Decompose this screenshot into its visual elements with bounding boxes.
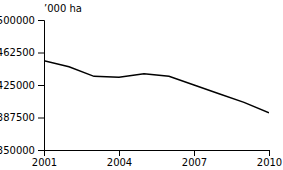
y-tick: 387500 <box>0 112 44 123</box>
y-tick: 462500 <box>0 47 44 58</box>
plot-area <box>44 61 269 113</box>
y-axis: 350000 387500 425000 462500 500000 <box>0 15 45 156</box>
x-tick-label: 2004 <box>107 157 132 168</box>
x-axis-line <box>45 151 270 157</box>
y-tick-label: 500000 <box>0 15 35 26</box>
x-tick-mark <box>194 150 195 156</box>
y-axis-line <box>38 21 45 151</box>
x-tick-mark <box>269 150 270 156</box>
x-tick-label: 2010 <box>257 157 282 168</box>
y-tick-mark <box>38 150 44 151</box>
y-tick-label: 462500 <box>0 47 35 58</box>
x-tick: 2007 <box>182 150 207 168</box>
x-tick-mark <box>119 150 120 156</box>
y-label: ’000 ha <box>44 3 82 14</box>
y-tick-mark <box>38 118 44 119</box>
y-tick-mark <box>38 53 44 54</box>
x-axis: 2001 2004 2007 2010 <box>32 150 282 168</box>
y-tick: 425000 <box>0 80 44 91</box>
x-tick: 2001 <box>32 150 57 168</box>
y-tick-mark <box>38 85 44 86</box>
y-tick-label: 425000 <box>0 80 35 91</box>
y-tick: 350000 <box>0 145 44 156</box>
y-tick: 500000 <box>0 15 44 26</box>
chart: 2001 2004 2007 2010 350000 387500 425000 462500… <box>0 0 283 170</box>
y-tick-label: 350000 <box>0 145 35 156</box>
y-tick-label: 387500 <box>0 112 35 123</box>
x-tick-label: 2001 <box>32 157 57 168</box>
x-tick: 2010 <box>257 150 282 168</box>
x-tick-label: 2007 <box>182 157 207 168</box>
data-line <box>44 61 269 113</box>
y-tick-mark <box>38 20 44 21</box>
x-tick: 2004 <box>107 150 132 168</box>
